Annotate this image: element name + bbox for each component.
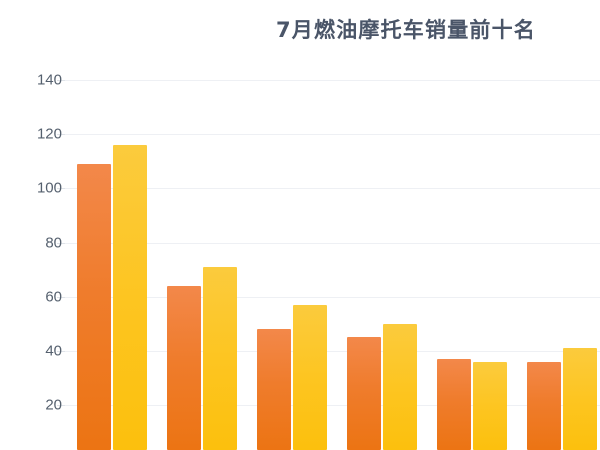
- bar[interactable]: [167, 285, 201, 450]
- y-axis-tick-label: 140: [36, 71, 62, 89]
- y-axis-tick-label: 80: [45, 234, 62, 251]
- y-axis-tick-mark: [57, 350, 65, 352]
- y-axis-tick-mark: [57, 296, 65, 298]
- y-axis-tick-label: 20: [45, 396, 62, 414]
- bar[interactable]: [437, 358, 471, 450]
- chart-title: 7月燃油摩托车销量前十名: [276, 18, 537, 42]
- bar[interactable]: [257, 329, 291, 450]
- bar[interactable]: [203, 266, 237, 450]
- gridline: [65, 80, 600, 81]
- y-axis-tick-mark: [57, 188, 65, 190]
- bar[interactable]: [383, 323, 417, 450]
- gridline: [65, 405, 600, 406]
- y-axis-tick-mark: [57, 242, 65, 244]
- gridline: [65, 188, 600, 190]
- bar[interactable]: [473, 361, 507, 450]
- gridline: [65, 350, 600, 352]
- y-axis-tick-label: 100: [36, 179, 62, 197]
- bar[interactable]: [113, 145, 147, 450]
- y-axis-tick-mark: [57, 80, 65, 81]
- gridline: [65, 242, 600, 244]
- y-axis-tick-label: 120: [36, 125, 62, 143]
- y-axis-tick-label: 40: [45, 342, 62, 360]
- bar[interactable]: [527, 361, 561, 450]
- y-axis-tick-mark: [57, 134, 65, 136]
- y-axis-tick-mark: [57, 405, 65, 406]
- bar[interactable]: [347, 337, 381, 450]
- bar[interactable]: [77, 163, 111, 450]
- bar[interactable]: [563, 348, 597, 450]
- y-axis-tick-label: 60: [45, 288, 62, 306]
- gridline: [65, 296, 600, 298]
- bar[interactable]: [293, 304, 327, 450]
- gridline: [65, 134, 600, 136]
